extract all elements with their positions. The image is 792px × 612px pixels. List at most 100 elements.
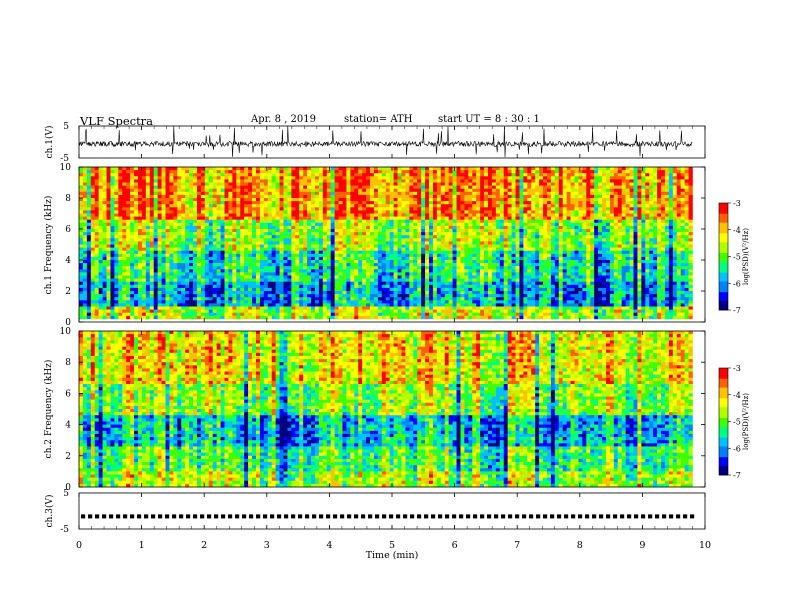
ch3-pulse — [690, 514, 694, 518]
cbar2-tick-label: -7 — [733, 471, 741, 480]
ch3-pulse — [529, 514, 533, 518]
x-tick-label: 4 — [326, 540, 332, 551]
spec2-ytick-label: 8 — [65, 358, 71, 368]
x-tick-label: 1 — [139, 540, 145, 551]
ch3-pulse — [186, 514, 190, 518]
x-tick-label: 2 — [201, 540, 207, 551]
ch3-pulse — [599, 514, 603, 518]
ch3-pulse — [165, 514, 169, 518]
ch3-pulse — [340, 514, 344, 518]
ch3-pulse — [312, 514, 316, 518]
ch3-pulse — [158, 514, 162, 518]
ch3-pulse — [256, 514, 260, 518]
ch3-pulse — [466, 514, 470, 518]
ch3-pulse — [648, 514, 652, 518]
ch3-pulse — [641, 514, 645, 518]
ch3-pulse — [375, 514, 379, 518]
ch3-pulse — [669, 514, 673, 518]
spec1-ytick-label: 2 — [65, 287, 71, 297]
ch3-ylabel: ch.3(V) — [44, 495, 55, 528]
ch3-pulse — [305, 514, 309, 518]
spec2-ytick-label: 2 — [65, 452, 71, 462]
ch3-pulse — [354, 514, 358, 518]
ch3-pulse — [242, 514, 246, 518]
ch3-pulse — [676, 514, 680, 518]
ch3-ytick-label: -5 — [60, 525, 69, 535]
ch3-pulse — [333, 514, 337, 518]
x-axis-label: Time (min) — [366, 550, 419, 561]
cbar1-tick-label: -7 — [733, 306, 741, 315]
spec2-ytick-label: 4 — [65, 421, 71, 431]
ch3-pulse — [123, 514, 127, 518]
cbar1-tick-label: -5 — [733, 253, 741, 262]
x-tick-label: 5 — [389, 540, 395, 551]
ch3-pulse — [277, 514, 281, 518]
ch1-waveform-series — [79, 126, 692, 157]
ch3-pulse — [515, 514, 519, 518]
ch3-pulse — [81, 514, 85, 518]
ch3-pulse — [522, 514, 526, 518]
ch3-pulse — [403, 514, 407, 518]
ch3-pulse — [326, 514, 330, 518]
ch3-pulse — [536, 514, 540, 518]
spec2-ytick-label: 6 — [65, 389, 71, 399]
ch3-pulse — [613, 514, 617, 518]
ch3-pulse — [319, 514, 323, 518]
x-tick-label: 6 — [452, 540, 458, 551]
cbar2-tick-label: -6 — [733, 444, 741, 453]
ch3-pulse — [655, 514, 659, 518]
cbar2-tick-label: -3 — [733, 364, 741, 373]
ch3-pulse — [221, 514, 225, 518]
ch3-pulse — [473, 514, 477, 518]
ch3-pulse — [459, 514, 463, 518]
ch3-pulse — [291, 514, 295, 518]
ch3-pulse — [445, 514, 449, 518]
spec2-ylabel: ch.2 Frequency (kHz) — [43, 360, 54, 459]
cbar1-tick-label: -3 — [733, 199, 741, 208]
ch3-pulse — [270, 514, 274, 518]
ch3-pulse — [452, 514, 456, 518]
ch3-pulse — [130, 514, 134, 518]
ch3-pulse — [284, 514, 288, 518]
x-tick-label: 8 — [577, 540, 583, 551]
cbar2-tick-label: -4 — [733, 391, 741, 400]
cbar2-tick-label: -5 — [733, 418, 741, 427]
ch3-pulse — [417, 514, 421, 518]
cbar1-tick-label: -4 — [733, 226, 741, 235]
ch3-pulse — [389, 514, 393, 518]
ch3-pulse — [431, 514, 435, 518]
cbar1-tick-label: -6 — [733, 279, 741, 288]
ch1-spectrogram — [79, 167, 693, 319]
ch3-pulse — [214, 514, 218, 518]
ch3-ytick-label: 5 — [63, 489, 69, 499]
ch3-pulse — [298, 514, 302, 518]
ch3-pulse — [487, 514, 491, 518]
x-tick-label: 9 — [639, 540, 645, 551]
ch3-pulse — [179, 514, 183, 518]
ch3-pulse — [571, 514, 575, 518]
ch1-colorbar: -3 -4 -5 -6 -7 log(PSD)(V²/Hz) — [719, 199, 750, 315]
ch3-pulse — [634, 514, 638, 518]
ch3-pulse — [494, 514, 498, 518]
ch3-pulse — [480, 514, 484, 518]
ch3-pulse — [543, 514, 547, 518]
x-tick-label: 0 — [76, 540, 82, 551]
ch3-pulse — [193, 514, 197, 518]
ch3-pulse — [438, 514, 442, 518]
ch1-ylabel: ch.1(V) — [44, 126, 55, 159]
ch1-ytick-label: -5 — [60, 154, 69, 164]
spec2-ytick-label: 10 — [60, 327, 72, 337]
ch3-pulse — [557, 514, 561, 518]
x-tick-label: 10 — [699, 540, 711, 551]
ch3-pulse — [627, 514, 631, 518]
ch3-pulse — [424, 514, 428, 518]
ch3-pulse — [410, 514, 414, 518]
ch2-spectrogram — [79, 331, 693, 487]
ch2-colorbar: -3 -4 -5 -6 -7 log(PSD)(V²/Hz) — [719, 364, 750, 480]
ch3-waveform-frame — [79, 493, 705, 529]
cbar1-label: log(PSD)(V²/Hz) — [742, 228, 750, 285]
ch3-pulse — [109, 514, 113, 518]
ch3-pulse — [382, 514, 386, 518]
ch3-pulse — [585, 514, 589, 518]
